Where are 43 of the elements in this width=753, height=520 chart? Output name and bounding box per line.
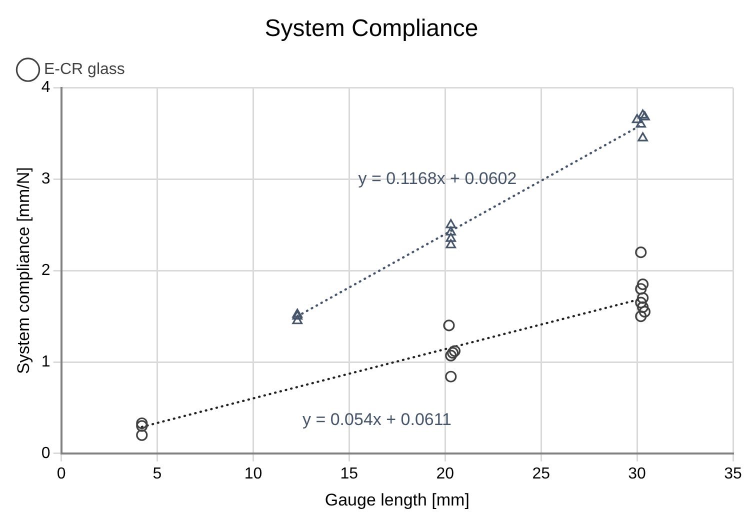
y-axis-title: System compliance [mm/N] [14,167,33,374]
point [446,219,456,228]
point [445,370,457,382]
point [292,308,302,318]
point [632,114,642,124]
point [136,420,148,432]
x-tick-label: 35 [724,465,742,482]
point [446,232,456,242]
x-axis-title: Gauge length [mm] [324,490,470,510]
x-tick-label: 5 [152,465,162,482]
y-tick-label: 2 [41,262,50,280]
x-tick-label: 10 [244,465,262,482]
y-tick-label: 3 [41,170,50,188]
point [136,417,148,430]
point [292,315,302,324]
point [635,246,647,258]
point [637,278,649,290]
point [638,132,648,142]
x-tick-label: 20 [436,465,454,482]
point [636,118,646,128]
point [292,310,302,320]
point [635,283,647,295]
legend-label: E-CR glass [44,61,125,78]
point [446,239,456,248]
point [446,226,456,236]
x-tick-label: 25 [532,465,550,482]
x-tick-label: 30 [628,465,646,482]
y-tick-label: 0 [41,444,50,462]
point [635,296,647,308]
point [637,301,649,313]
chart-title: System Compliance [264,15,478,42]
point [136,429,148,441]
annotation: y = 0.1168x + 0.0602 [358,168,517,188]
annotation: y = 0.054x + 0.0611 [302,410,452,430]
x-tick-label: 0 [56,465,66,482]
point [638,306,651,318]
y-tick-label: 4 [41,79,50,96]
point [637,292,649,304]
point [443,320,455,332]
x-tick-label: 15 [340,465,358,482]
y-tick-label: 1 [41,353,50,370]
point [445,350,457,362]
point [635,310,647,322]
